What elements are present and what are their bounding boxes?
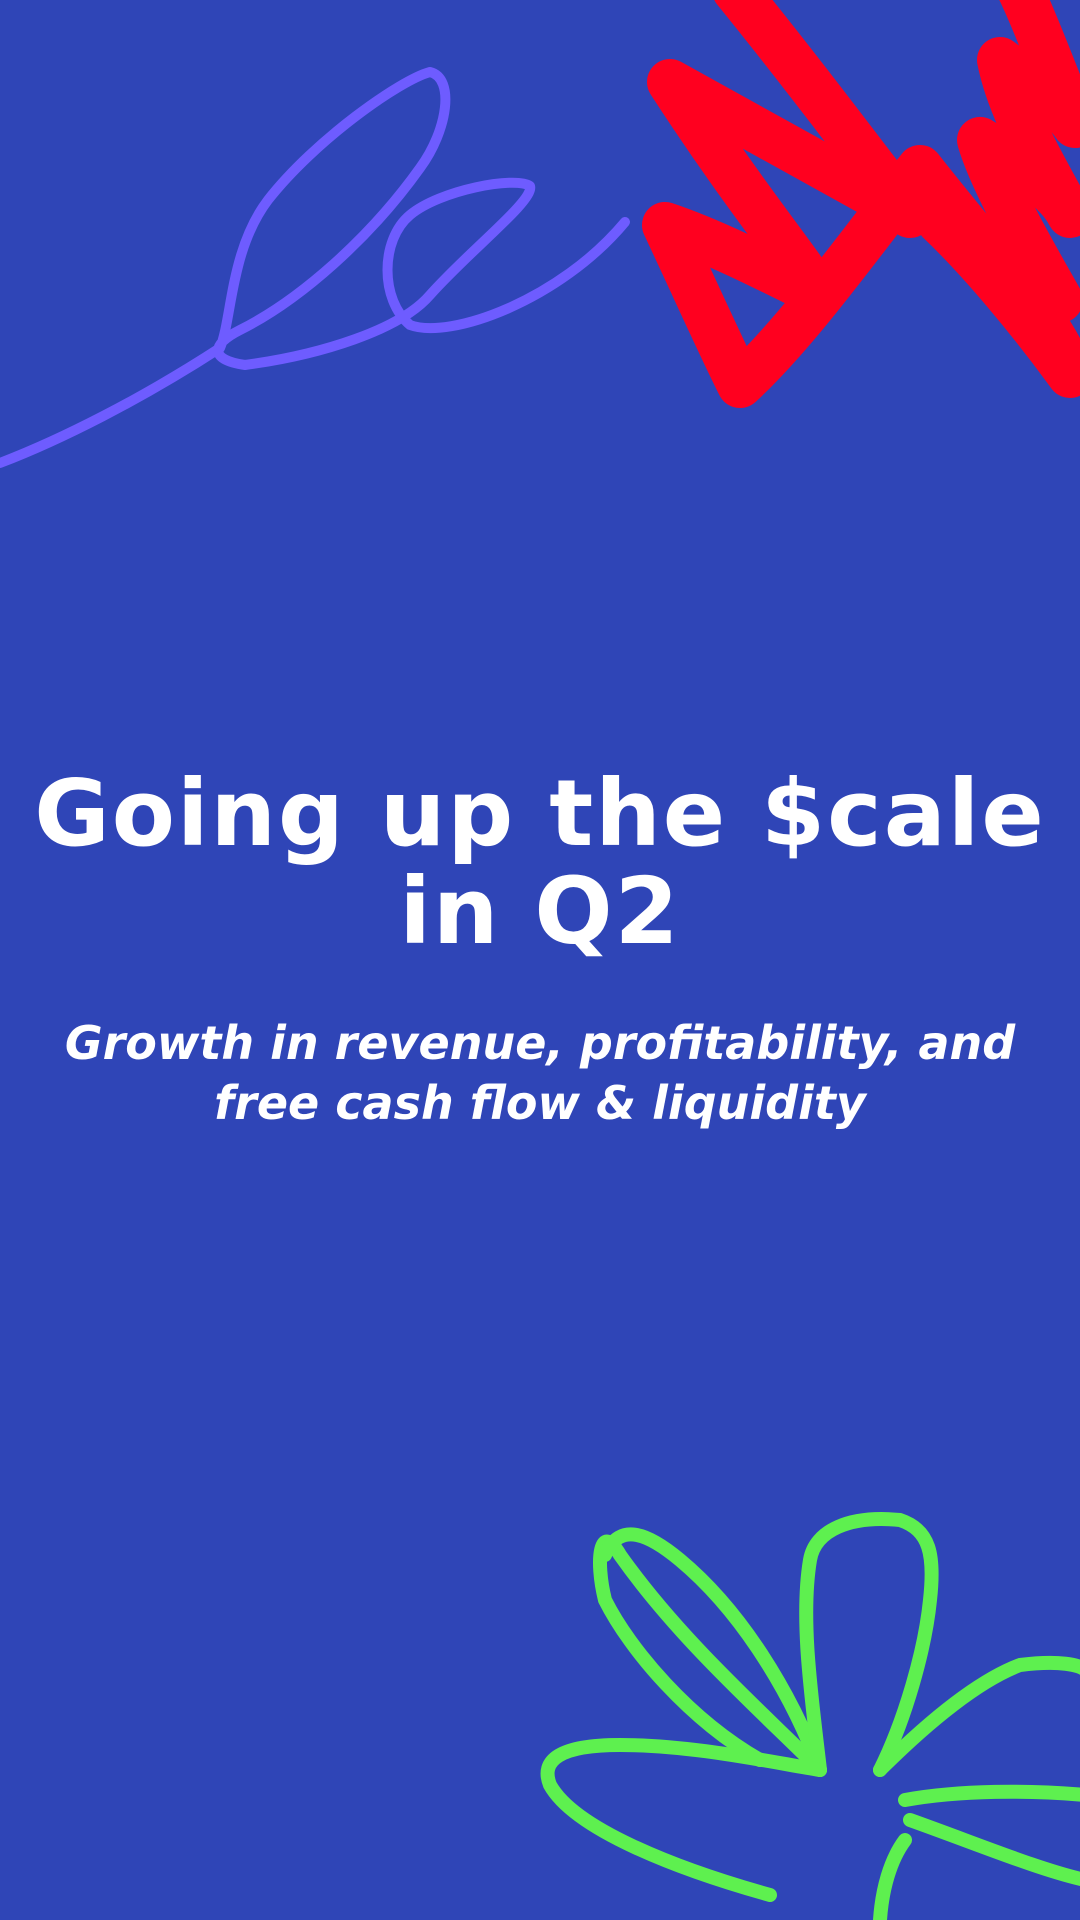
page-title-line-1: Going up the $cale xyxy=(34,760,1046,867)
purple-loop-scribble-icon xyxy=(0,67,630,468)
page-title-line-2: in Q2 xyxy=(399,858,681,965)
page-title: Going up the $cale in Q2 xyxy=(0,765,1080,961)
green-flower-outline-icon xyxy=(540,1512,1080,1920)
subtitle: Growth in revenue, profitability, and fr… xyxy=(0,1013,1080,1133)
red-zigzag-scribble-icon xyxy=(642,0,1080,408)
subtitle-line-2: free cash flow & liquidity xyxy=(214,1076,866,1130)
headline-block: Going up the $cale in Q2 Growth in reven… xyxy=(0,765,1080,1133)
subtitle-line-1: Growth in revenue, profitability, and xyxy=(64,1016,1016,1070)
